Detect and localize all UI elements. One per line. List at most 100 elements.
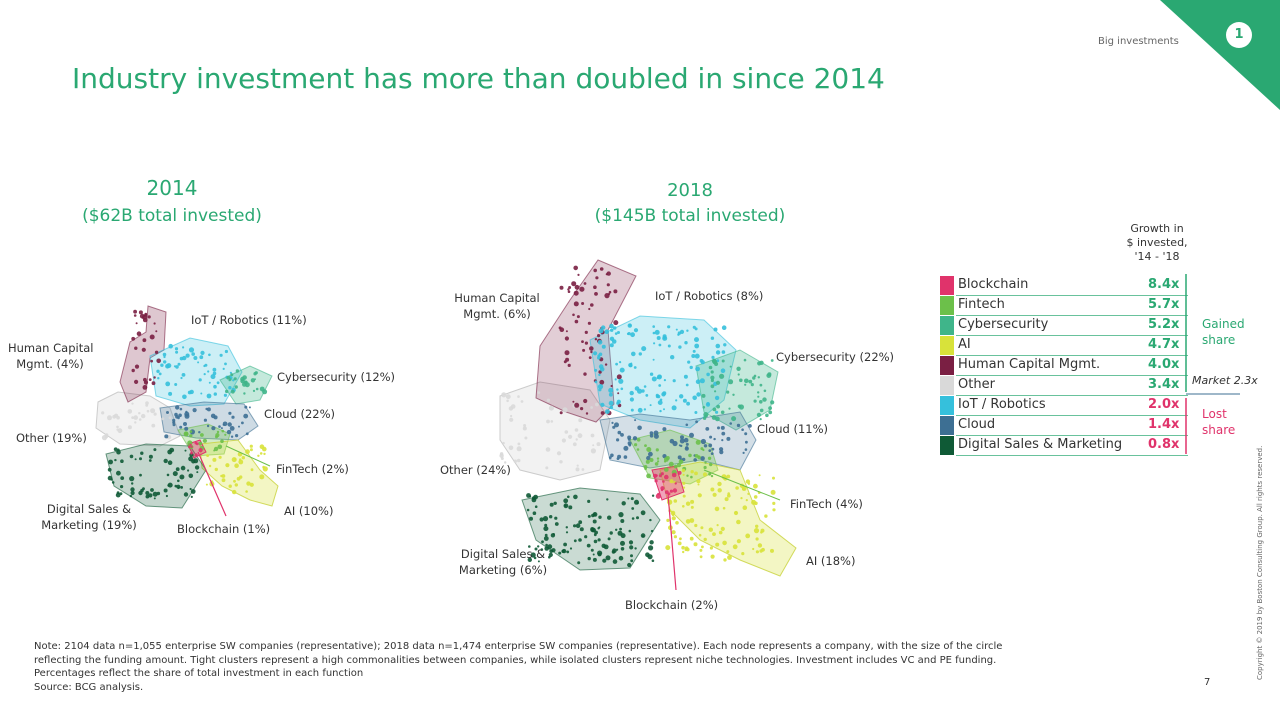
company-node — [597, 384, 604, 390]
growth-header-line1: Growth in — [1130, 222, 1184, 235]
company-node — [226, 429, 232, 435]
company-node — [244, 380, 248, 385]
company-node — [548, 552, 553, 558]
company-node — [554, 522, 559, 526]
company-node — [744, 432, 748, 436]
company-node — [721, 359, 725, 363]
company-node — [573, 539, 577, 543]
label-2014-blockchain: Blockchain (1%) — [177, 522, 271, 536]
company-node — [702, 472, 708, 477]
legend-growth-value: 4.7x — [1148, 337, 1180, 352]
company-node — [111, 481, 115, 484]
company-node — [742, 451, 745, 454]
company-node — [742, 505, 748, 511]
company-node — [578, 418, 583, 423]
company-node — [145, 494, 150, 499]
copyright-notice: Copyright © 2019 by Boston Consulting Gr… — [1256, 445, 1264, 680]
company-node — [207, 370, 210, 373]
company-node — [594, 292, 598, 296]
company-node — [594, 368, 598, 372]
company-node — [227, 422, 232, 427]
company-node — [216, 430, 220, 434]
company-node — [212, 367, 217, 372]
company-node — [195, 442, 199, 446]
company-node — [703, 537, 707, 542]
company-node — [139, 457, 142, 461]
company-node — [732, 393, 735, 396]
company-node — [712, 492, 717, 497]
company-node — [770, 548, 774, 553]
company-node — [596, 442, 601, 447]
company-node — [709, 435, 713, 439]
company-node — [658, 474, 662, 478]
company-node — [716, 524, 719, 527]
company-node — [208, 381, 211, 384]
company-node — [578, 538, 582, 542]
leader-2018-fintech — [703, 469, 781, 501]
company-node — [637, 425, 642, 431]
company-node — [107, 415, 112, 421]
company-node — [634, 443, 638, 447]
company-node — [657, 400, 663, 405]
company-node — [701, 545, 704, 549]
company-node — [667, 325, 671, 329]
company-node — [649, 431, 654, 435]
company-node — [533, 494, 538, 500]
company-node — [641, 346, 647, 352]
company-node — [259, 474, 265, 480]
growth-header: Growth in $ invested, '14 - '18 — [1118, 222, 1196, 264]
company-node — [545, 543, 548, 547]
company-node — [590, 548, 594, 552]
company-node — [563, 542, 567, 547]
company-node — [516, 458, 521, 463]
company-node — [663, 379, 667, 382]
company-node — [129, 494, 133, 498]
company-node — [697, 455, 701, 460]
company-node — [628, 540, 634, 545]
company-node — [220, 474, 223, 478]
company-node — [609, 405, 614, 410]
company-node — [542, 516, 549, 522]
company-node — [604, 363, 608, 366]
company-node — [620, 547, 625, 551]
company-node — [180, 465, 186, 471]
label-2018-cloud: Cloud (11%) — [757, 422, 829, 436]
company-node — [664, 467, 669, 472]
company-node — [131, 368, 135, 373]
company-node — [163, 488, 168, 493]
company-node — [728, 379, 734, 385]
company-node — [726, 474, 731, 479]
company-node — [139, 473, 142, 477]
company-node — [200, 433, 204, 437]
company-node — [577, 433, 583, 439]
company-node — [651, 559, 655, 562]
company-node — [234, 463, 239, 469]
legend-growth-value: 5.7x — [1148, 297, 1180, 312]
company-node — [543, 536, 549, 541]
company-node — [721, 325, 727, 331]
legend-swatch — [940, 436, 954, 455]
company-node — [682, 457, 686, 462]
legend-brackets — [1185, 274, 1240, 454]
company-node — [188, 456, 194, 462]
legend-divider — [956, 375, 1188, 376]
company-node — [617, 392, 620, 395]
company-node — [129, 454, 134, 459]
company-node — [620, 533, 626, 539]
company-node — [604, 293, 610, 299]
label-2014-iot: IoT / Robotics (11%) — [191, 313, 307, 327]
company-node — [156, 369, 160, 373]
company-node — [107, 475, 113, 481]
company-node — [150, 408, 156, 414]
company-node — [638, 352, 642, 356]
company-node — [705, 427, 710, 431]
company-node — [259, 444, 265, 450]
lost-share-line2: share — [1202, 423, 1236, 437]
company-node — [711, 355, 715, 359]
company-node — [592, 519, 597, 524]
company-node — [736, 366, 741, 371]
company-node — [710, 452, 714, 455]
label-2018-cybersecurity: Cybersecurity (22%) — [776, 350, 895, 364]
company-node — [559, 460, 563, 464]
company-node — [760, 531, 763, 534]
